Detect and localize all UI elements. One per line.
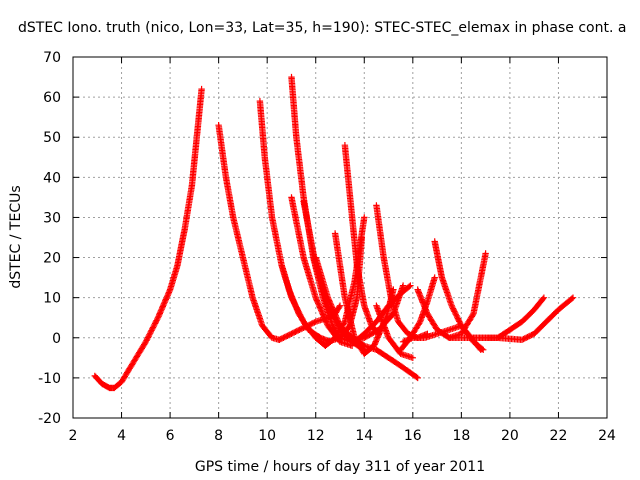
x-tick-label: 22 [550,428,568,444]
x-tick-label: 6 [166,428,175,444]
data-series [278,262,334,345]
x-tick-label: 4 [117,428,126,444]
plot-frame [72,56,608,419]
data-series [373,302,416,361]
y-tick-label: 70 [43,50,61,66]
data-layer [91,73,577,392]
x-tick-label: 12 [307,428,325,444]
y-tick-label: 30 [43,210,61,226]
series-markers [414,250,489,341]
grid-layer [73,57,607,418]
x-axis-label: GPS time / hours of day 311 of year 2011 [195,459,485,475]
y-tick-label: 0 [52,331,61,347]
y-tick-label: -20 [38,411,61,427]
data-series [336,322,421,382]
data-series [215,122,283,343]
y-axis-label: dSTEC / TECUs [8,185,24,288]
x-tick-label: 8 [214,428,223,444]
data-series [91,85,205,392]
data-series [470,294,577,343]
y-tick-label: -10 [38,371,61,387]
y-tick-label: 40 [43,170,61,186]
x-tick-label: 18 [452,428,470,444]
tick-layer: 2 4 6 8 10 12 14 16 18 20 22 24-20-1001020304050607… [38,50,616,444]
x-tick-label: 14 [355,428,373,444]
data-series [324,234,365,345]
chart-title: dSTEC Iono. truth (nico, Lon=33, Lat=35,… [18,20,626,36]
y-tick-label: 20 [43,251,61,267]
data-series [399,322,484,353]
x-tick-label: 20 [501,428,519,444]
x-tick-label: 2 [69,428,78,444]
x-tick-label: 16 [404,428,422,444]
series-markers [91,85,205,392]
y-tick-label: 60 [43,90,61,106]
x-tick-label: 24 [598,428,616,444]
data-series [414,250,489,341]
x-tick-label: 10 [258,428,276,444]
y-tick-label: 50 [43,130,61,146]
y-tick-label: 10 [43,291,61,307]
